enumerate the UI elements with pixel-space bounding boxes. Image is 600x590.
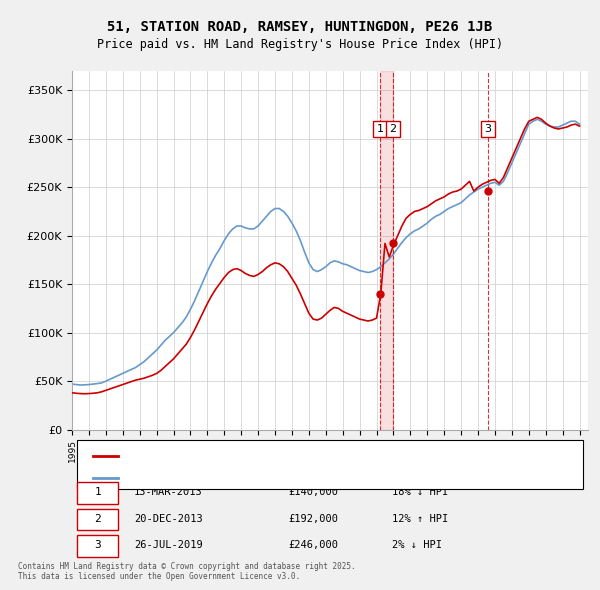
FancyBboxPatch shape: [77, 482, 118, 503]
FancyBboxPatch shape: [77, 535, 118, 557]
Text: Price paid vs. HM Land Registry's House Price Index (HPI): Price paid vs. HM Land Registry's House …: [97, 38, 503, 51]
Text: 2: 2: [389, 124, 397, 134]
Text: 1: 1: [94, 487, 101, 497]
Text: 2% ↓ HPI: 2% ↓ HPI: [392, 540, 442, 550]
Text: £246,000: £246,000: [289, 540, 339, 550]
Text: 3: 3: [484, 124, 491, 134]
Text: HPI: Average price, semi-detached house, Huntingdonshire: HPI: Average price, semi-detached house,…: [129, 473, 458, 483]
FancyBboxPatch shape: [77, 509, 118, 530]
Text: 1: 1: [376, 124, 383, 134]
Text: £140,000: £140,000: [289, 487, 339, 497]
Text: 51, STATION ROAD, RAMSEY, HUNTINGDON, PE26 1JB (semi-detached house): 51, STATION ROAD, RAMSEY, HUNTINGDON, PE…: [129, 451, 528, 461]
Text: Contains HM Land Registry data © Crown copyright and database right 2025.
This d: Contains HM Land Registry data © Crown c…: [18, 562, 356, 581]
Text: 13-MAR-2013: 13-MAR-2013: [134, 487, 203, 497]
Text: £192,000: £192,000: [289, 514, 339, 524]
Text: 12% ↑ HPI: 12% ↑ HPI: [392, 514, 448, 524]
Text: 26-JUL-2019: 26-JUL-2019: [134, 540, 203, 550]
Bar: [380, 71, 393, 430]
FancyBboxPatch shape: [77, 440, 583, 489]
Text: 2: 2: [94, 514, 101, 524]
Text: 18% ↓ HPI: 18% ↓ HPI: [392, 487, 448, 497]
Text: 51, STATION ROAD, RAMSEY, HUNTINGDON, PE26 1JB: 51, STATION ROAD, RAMSEY, HUNTINGDON, PE…: [107, 19, 493, 34]
Text: 20-DEC-2013: 20-DEC-2013: [134, 514, 203, 524]
Text: 3: 3: [94, 540, 101, 550]
